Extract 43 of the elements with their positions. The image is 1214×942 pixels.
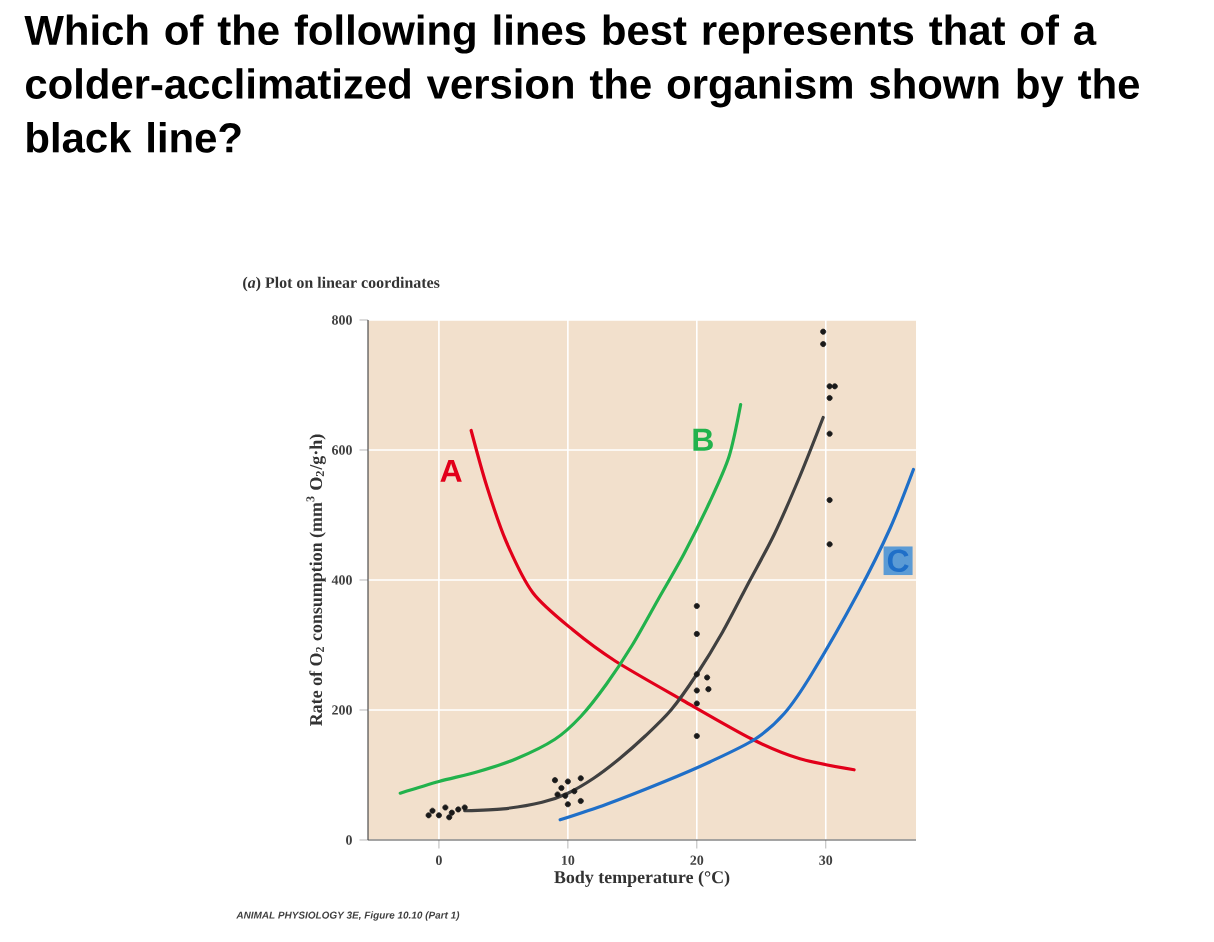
point <box>693 630 700 637</box>
point <box>455 806 462 813</box>
point <box>442 804 449 811</box>
point <box>461 804 468 811</box>
point <box>577 775 584 782</box>
point <box>571 788 578 795</box>
point <box>831 383 838 390</box>
chart-title: Which of the following lines best represents that of a colder-acclimatized version the organism shown by the black line? <box>24 14 1140 153</box>
point <box>826 430 833 437</box>
x-axis-title: Body temperature (°C) <box>554 870 730 887</box>
point <box>693 687 700 694</box>
y-axis-title: Rate of O$_{2}$ consumption (mm$^{3}$ O$_{2}$/g·h) <box>306 434 326 726</box>
point <box>826 395 833 401</box>
point <box>693 603 700 609</box>
point <box>558 785 565 791</box>
series-label: C <box>887 549 909 573</box>
line-series <box>398 402 743 795</box>
line-series <box>558 467 916 822</box>
point <box>435 812 442 819</box>
point <box>425 812 432 819</box>
line-series <box>463 415 825 813</box>
point <box>820 328 827 335</box>
point <box>705 686 712 693</box>
point <box>429 807 436 814</box>
series-label: B <box>693 428 713 451</box>
point <box>820 341 827 348</box>
line-series <box>469 428 856 772</box>
point <box>551 777 558 784</box>
point <box>826 541 833 548</box>
point <box>693 671 700 678</box>
point <box>446 814 453 821</box>
point <box>693 733 700 739</box>
point <box>564 801 571 808</box>
point <box>562 792 569 799</box>
series-label: A <box>440 459 462 482</box>
point <box>564 778 571 785</box>
point <box>577 798 584 804</box>
point <box>693 700 700 707</box>
point <box>448 809 455 816</box>
point <box>704 674 711 681</box>
point <box>554 791 561 798</box>
point <box>826 383 833 390</box>
point <box>826 497 833 504</box>
